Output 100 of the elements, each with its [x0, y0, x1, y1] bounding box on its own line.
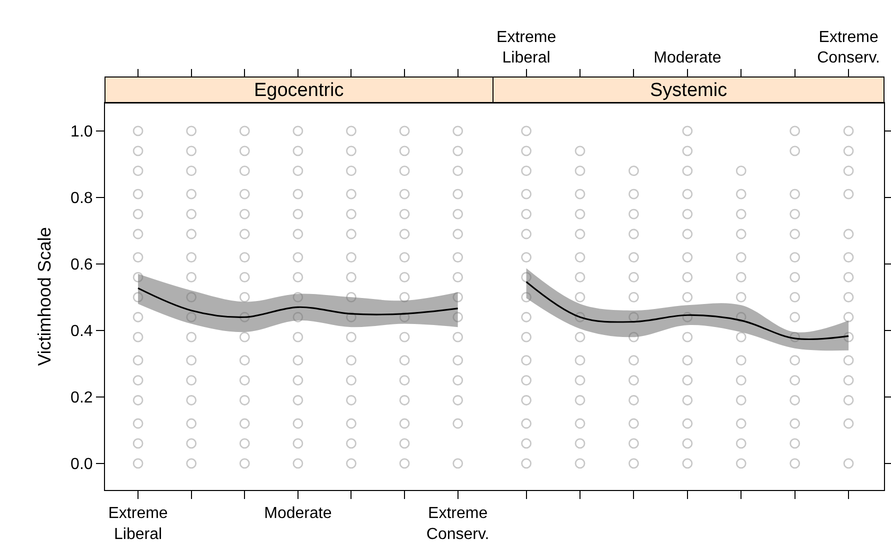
point — [292, 272, 304, 282]
point — [132, 188, 144, 200]
point — [574, 332, 586, 342]
point — [574, 146, 586, 156]
point — [452, 228, 464, 240]
point — [292, 126, 304, 136]
point — [682, 312, 693, 322]
point — [574, 312, 586, 322]
point — [736, 188, 746, 200]
point — [843, 395, 854, 406]
point — [399, 166, 410, 176]
point — [186, 166, 197, 176]
point — [521, 188, 532, 200]
point — [574, 458, 586, 469]
point — [292, 188, 304, 200]
point — [736, 418, 746, 429]
point — [682, 188, 693, 200]
point — [292, 355, 304, 366]
point — [682, 418, 693, 429]
point — [292, 312, 304, 322]
point — [574, 208, 586, 220]
point — [790, 418, 800, 429]
point — [292, 332, 304, 342]
point — [292, 166, 304, 176]
point — [790, 228, 800, 240]
point — [843, 166, 854, 176]
x-tick-label: Moderate — [264, 505, 332, 522]
point — [292, 395, 304, 406]
point — [239, 208, 250, 220]
point — [399, 228, 410, 240]
point — [790, 126, 800, 136]
point — [399, 418, 410, 429]
y-tick-label: 0.8 — [70, 190, 93, 208]
point — [521, 395, 532, 406]
point — [292, 458, 304, 469]
point — [132, 126, 144, 136]
point — [399, 375, 410, 386]
point — [452, 252, 464, 262]
point — [736, 228, 746, 240]
point — [790, 252, 800, 262]
point — [346, 166, 356, 176]
point — [521, 228, 532, 240]
point — [682, 208, 693, 220]
point — [346, 188, 356, 200]
point — [186, 292, 197, 302]
point — [186, 375, 197, 386]
point — [132, 252, 144, 262]
point — [790, 458, 800, 469]
point — [682, 126, 693, 136]
point — [239, 438, 250, 449]
point — [736, 292, 746, 302]
point — [452, 395, 464, 406]
point — [574, 228, 586, 240]
point — [399, 312, 410, 322]
point — [346, 208, 356, 220]
point — [521, 166, 532, 176]
point — [843, 146, 854, 156]
point — [186, 272, 197, 282]
point — [843, 332, 854, 342]
point — [736, 438, 746, 449]
point — [628, 228, 639, 240]
point — [574, 395, 586, 406]
point — [628, 272, 639, 282]
point — [399, 438, 410, 449]
point — [239, 355, 250, 366]
point — [346, 395, 356, 406]
point — [736, 355, 746, 366]
point — [682, 355, 693, 366]
point — [399, 395, 410, 406]
point — [521, 252, 532, 262]
point — [346, 126, 356, 136]
point — [452, 312, 464, 322]
point — [521, 208, 532, 220]
point — [292, 418, 304, 429]
point — [452, 458, 464, 469]
point — [292, 228, 304, 240]
point — [239, 458, 250, 469]
point — [682, 458, 693, 469]
point — [790, 272, 800, 282]
point — [790, 292, 800, 302]
point — [574, 292, 586, 302]
point — [521, 272, 532, 282]
point — [132, 458, 144, 469]
x-tick-label: Extreme Conserv. — [426, 505, 490, 543]
point — [843, 312, 854, 322]
chart-title: Egocentric — [254, 80, 344, 101]
point — [132, 312, 144, 322]
point — [736, 252, 746, 262]
point — [239, 228, 250, 240]
point — [736, 332, 746, 342]
point — [186, 332, 197, 342]
point — [682, 395, 693, 406]
point — [736, 395, 746, 406]
point — [628, 355, 639, 366]
x-tick-label: Extreme Liberal — [108, 505, 168, 543]
point — [346, 228, 356, 240]
point — [132, 166, 144, 176]
point — [239, 126, 250, 136]
point — [346, 332, 356, 342]
point — [628, 166, 639, 176]
